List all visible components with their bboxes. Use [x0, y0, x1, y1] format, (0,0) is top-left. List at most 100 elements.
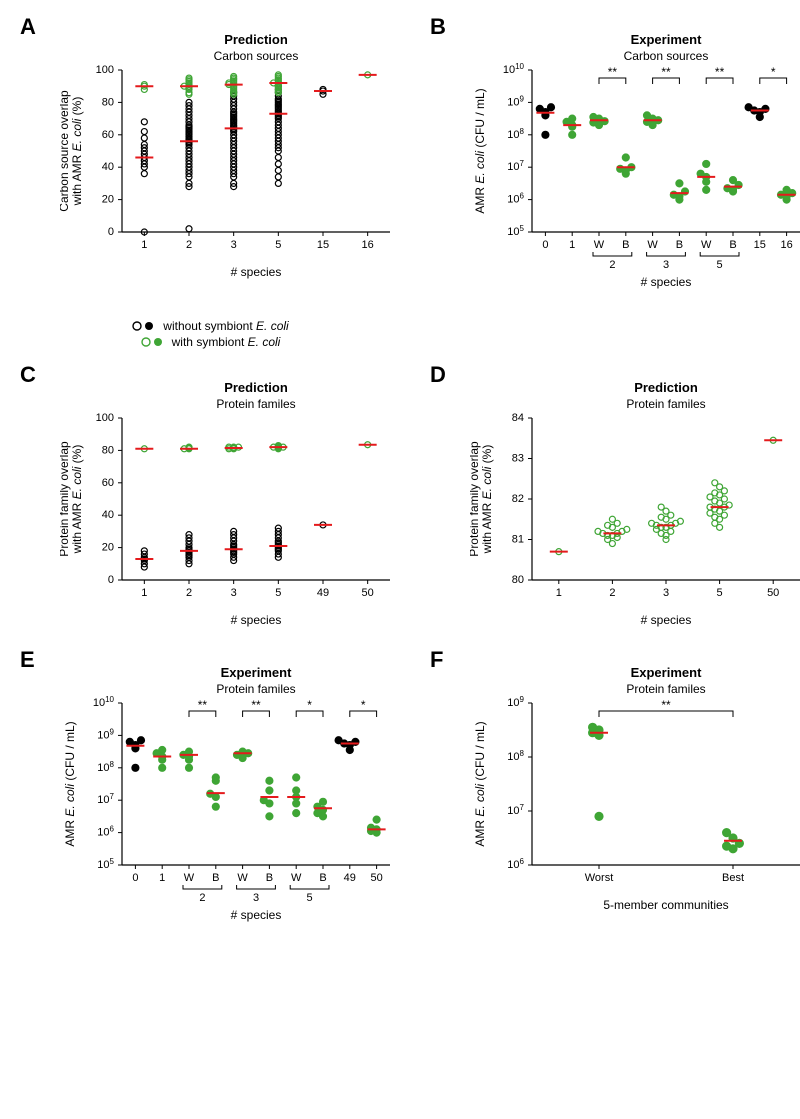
data-point — [266, 813, 273, 820]
ytick: 80 — [102, 96, 114, 108]
xtick: 3 — [663, 587, 669, 599]
ytick: 20 — [102, 542, 114, 554]
data-point — [186, 226, 192, 232]
panel-label-C: C — [20, 362, 36, 388]
panel-label-D: D — [430, 362, 446, 388]
data-point — [542, 131, 549, 138]
panel-C: CPredictionProtein familes02040608010012… — [20, 368, 400, 628]
ytick: 106 — [507, 857, 524, 872]
xtick: W — [647, 239, 658, 251]
data-point — [622, 154, 629, 161]
chart-F: ExperimentProtein familes106107108109Wor… — [470, 663, 800, 913]
data-point — [275, 167, 281, 173]
xtick: 1 — [159, 872, 165, 884]
panel-label-A: A — [20, 14, 36, 40]
xtick: B — [319, 872, 326, 884]
xtick: B — [212, 872, 219, 884]
data-point — [138, 737, 145, 744]
xtick: 50 — [767, 587, 779, 599]
title2: Protein familes — [626, 397, 705, 411]
sig-label: * — [361, 698, 366, 712]
data-point — [293, 774, 300, 781]
ytick: 80 — [512, 574, 524, 586]
ytick: 20 — [102, 194, 114, 206]
sig-label: ** — [608, 65, 618, 79]
ytick: 106 — [507, 191, 524, 206]
data-point — [212, 803, 219, 810]
xtick: 3 — [231, 239, 237, 251]
title1: Prediction — [224, 32, 288, 47]
group-label: 3 — [663, 259, 669, 271]
ytick: 100 — [96, 412, 114, 424]
panel-E: EExperimentProtein familes10510610710810… — [20, 653, 400, 923]
xtick: W — [701, 239, 712, 251]
sig-label: ** — [661, 65, 671, 79]
ytick: 0 — [108, 226, 114, 238]
chart-B: ExperimentCarbon sources1051061071081091… — [470, 30, 800, 290]
xtick: Best — [722, 872, 744, 884]
data-point — [595, 812, 603, 820]
ytick: 1010 — [503, 62, 525, 77]
sig-label: ** — [661, 698, 671, 712]
xtick: Worst — [585, 872, 614, 884]
data-point — [536, 105, 543, 112]
xtick: 5 — [275, 239, 281, 251]
xtick: W — [594, 239, 605, 251]
xtick: 49 — [317, 587, 329, 599]
xtick: 15 — [754, 239, 766, 251]
panel-B: BExperimentCarbon sources105106107108109… — [430, 20, 800, 290]
ytick: 81 — [512, 534, 524, 546]
title1: Prediction — [634, 380, 698, 395]
legend: without symbiont E. coli with symbiont E… — [20, 319, 400, 351]
sig-label: ** — [198, 698, 208, 712]
ytick: 107 — [507, 159, 524, 174]
title1: Experiment — [221, 665, 292, 680]
data-point — [275, 154, 281, 160]
ytick: 80 — [102, 444, 114, 456]
ytick: 107 — [507, 803, 524, 818]
title2: Carbon sources — [214, 49, 299, 63]
xtick: B — [729, 239, 736, 251]
chart-C: PredictionProtein familes020406080100123… — [60, 378, 400, 628]
data-point — [723, 842, 731, 850]
data-point — [293, 787, 300, 794]
xtick: 15 — [317, 239, 329, 251]
group-label: 5 — [307, 892, 313, 904]
chart-D: PredictionProtein familes808182838412355… — [470, 378, 800, 628]
group-label: 2 — [609, 259, 615, 271]
ytick: 40 — [102, 509, 114, 521]
title1: Prediction — [224, 380, 288, 395]
data-point — [569, 115, 576, 122]
sig-label: * — [307, 698, 312, 712]
ylabel: Carbon source overlapwith AMR E. coli (%… — [60, 90, 84, 212]
title2: Protein familes — [216, 682, 295, 696]
ytick: 100 — [96, 64, 114, 76]
xtick: 1 — [141, 587, 147, 599]
chart-A: PredictionCarbon sources0204060801001235… — [60, 30, 400, 280]
data-point — [141, 129, 147, 135]
panel-label-B: B — [430, 14, 446, 40]
data-point — [730, 177, 737, 184]
data-point — [141, 135, 147, 141]
data-point — [703, 160, 710, 167]
data-point — [609, 516, 615, 522]
xtick: 50 — [362, 587, 374, 599]
xtick: 1 — [141, 239, 147, 251]
sig-label: ** — [715, 65, 725, 79]
data-point — [320, 798, 327, 805]
data-point — [569, 131, 576, 138]
xtick: 3 — [231, 587, 237, 599]
xtick: 1 — [569, 239, 575, 251]
data-point — [141, 119, 147, 125]
legend-with: with symbiont E. coli — [140, 335, 281, 349]
ylabel: AMR E. coli (CFU / mL) — [63, 721, 77, 846]
panel-label-E: E — [20, 647, 35, 673]
panel-A: APredictionCarbon sources020406080100123… — [20, 20, 400, 290]
data-point — [644, 112, 651, 119]
data-point — [266, 777, 273, 784]
ytick: 108 — [97, 759, 114, 774]
xtick: 5 — [717, 587, 723, 599]
title2: Carbon sources — [624, 49, 709, 63]
title1: Experiment — [631, 665, 702, 680]
data-point — [373, 816, 380, 823]
